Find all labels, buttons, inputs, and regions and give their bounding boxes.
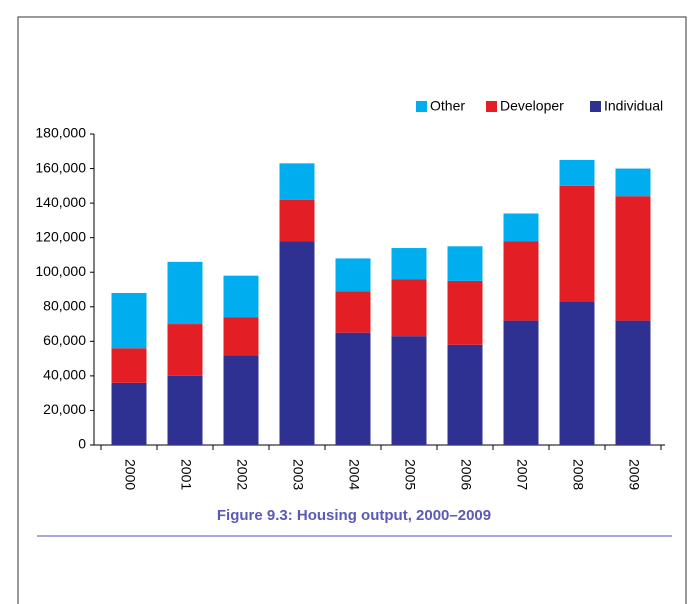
bar-segment bbox=[223, 355, 259, 445]
bar-segment bbox=[447, 280, 483, 345]
bar-segment bbox=[503, 213, 539, 242]
x-tick-label: 2007 bbox=[514, 459, 530, 490]
y-tick-label: 180,000 bbox=[35, 125, 86, 141]
bar-segment bbox=[223, 317, 259, 356]
x-tick-label: 2006 bbox=[458, 459, 474, 490]
y-tick-label: 80,000 bbox=[43, 297, 86, 313]
y-tick-label: 100,000 bbox=[35, 263, 86, 279]
bar-segment bbox=[279, 163, 315, 200]
x-tick-label: 2005 bbox=[402, 459, 418, 490]
legend-label: Developer bbox=[500, 98, 564, 114]
y-tick-label: 0 bbox=[78, 436, 86, 452]
y-tick-label: 120,000 bbox=[35, 228, 86, 244]
bar-segment bbox=[559, 301, 595, 445]
bar-segment bbox=[391, 279, 427, 337]
bar-segment bbox=[167, 324, 203, 376]
bar-segment bbox=[615, 196, 651, 321]
bar-segment bbox=[559, 159, 595, 186]
bar-segment bbox=[279, 241, 315, 445]
bar-segment bbox=[447, 246, 483, 281]
bar-segment bbox=[167, 261, 203, 325]
legend-label: Individual bbox=[604, 98, 663, 114]
bar-segment bbox=[279, 199, 315, 242]
y-tick-label: 140,000 bbox=[35, 194, 86, 210]
bar-segment bbox=[503, 241, 539, 321]
x-tick-label: 2003 bbox=[290, 459, 306, 490]
y-tick-label: 60,000 bbox=[43, 332, 86, 348]
bar-segment bbox=[167, 375, 203, 445]
x-tick-label: 2009 bbox=[626, 459, 642, 490]
legend-label: Other bbox=[430, 98, 465, 114]
y-tick-label: 160,000 bbox=[35, 159, 86, 175]
legend-swatch bbox=[486, 101, 497, 112]
x-tick-label: 2001 bbox=[178, 459, 194, 490]
legend-swatch bbox=[590, 101, 601, 112]
bar-segment bbox=[111, 292, 147, 349]
bar-segment bbox=[615, 168, 651, 197]
bar-segment bbox=[111, 382, 147, 445]
y-tick-label: 20,000 bbox=[43, 401, 86, 417]
bar-segment bbox=[223, 275, 259, 318]
y-tick-label: 40,000 bbox=[43, 367, 86, 383]
frame bbox=[17, 16, 687, 604]
bar-segment bbox=[335, 291, 371, 333]
bar-segment bbox=[111, 348, 147, 383]
x-tick-label: 2004 bbox=[346, 459, 362, 490]
legend-swatch bbox=[416, 101, 427, 112]
bar-segment bbox=[391, 336, 427, 445]
bar-segment bbox=[615, 320, 651, 445]
bar-segment bbox=[335, 332, 371, 445]
bar-segment bbox=[391, 248, 427, 280]
bar-segment bbox=[335, 258, 371, 292]
x-tick-label: 2002 bbox=[234, 459, 250, 490]
bar-segment bbox=[559, 185, 595, 302]
x-tick-label: 2008 bbox=[570, 459, 586, 490]
bar-segment bbox=[447, 344, 483, 445]
x-tick-label: 2000 bbox=[122, 459, 138, 490]
caption: Figure 9.3: Housing output, 2000–2009 bbox=[217, 507, 491, 524]
bar-segment bbox=[503, 320, 539, 445]
